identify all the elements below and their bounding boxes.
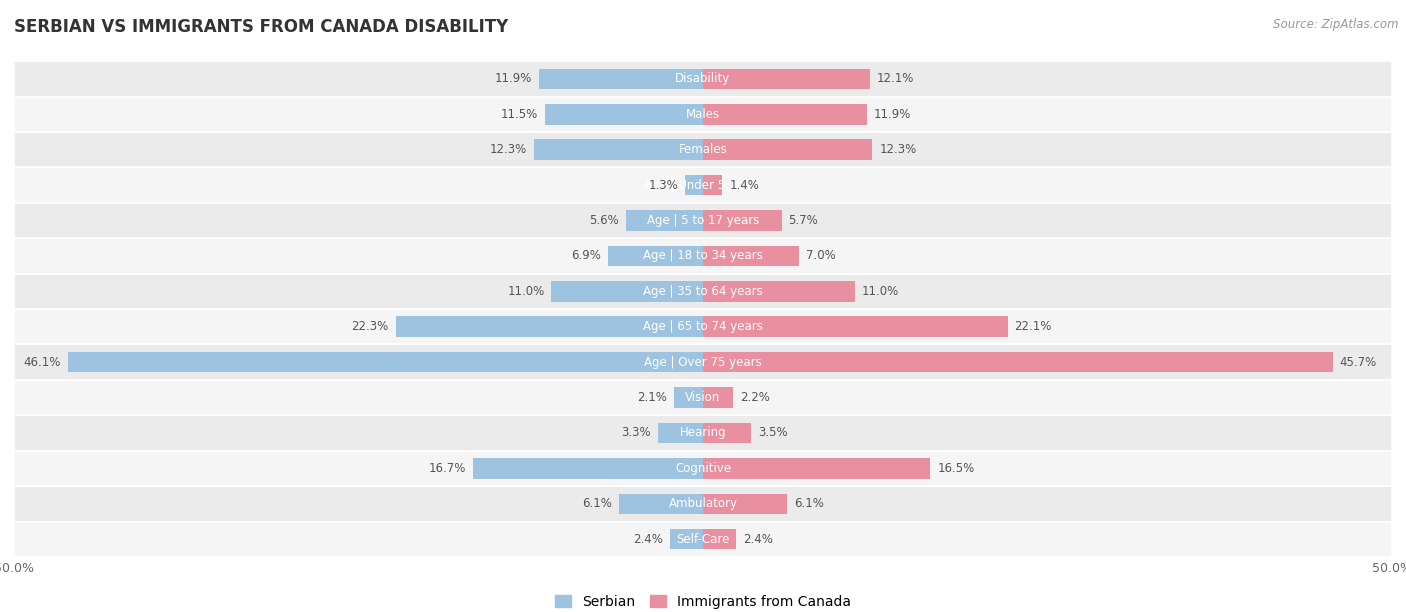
Text: 46.1%: 46.1%	[24, 356, 60, 368]
Bar	[703, 281, 855, 302]
Text: 12.3%: 12.3%	[489, 143, 527, 156]
Bar	[703, 211, 782, 231]
Bar	[703, 69, 870, 89]
Bar	[673, 387, 703, 408]
Text: 16.5%: 16.5%	[938, 462, 974, 475]
Bar	[703, 493, 787, 514]
Bar	[626, 211, 703, 231]
Text: Age | 5 to 17 years: Age | 5 to 17 years	[647, 214, 759, 227]
Text: 11.0%: 11.0%	[862, 285, 898, 298]
Text: 5.7%: 5.7%	[789, 214, 818, 227]
Text: Hearing: Hearing	[679, 427, 727, 439]
Text: 1.3%: 1.3%	[648, 179, 678, 192]
Bar	[538, 69, 703, 89]
Text: SERBIAN VS IMMIGRANTS FROM CANADA DISABILITY: SERBIAN VS IMMIGRANTS FROM CANADA DISABI…	[14, 18, 509, 36]
Text: 11.9%: 11.9%	[875, 108, 911, 121]
Text: 6.9%: 6.9%	[571, 250, 600, 263]
Bar	[14, 274, 1392, 309]
Text: 6.1%: 6.1%	[794, 498, 824, 510]
Bar	[14, 309, 1392, 345]
Bar	[14, 380, 1392, 416]
Bar	[703, 458, 931, 479]
Bar	[703, 104, 868, 125]
Legend: Serbian, Immigrants from Canada: Serbian, Immigrants from Canada	[550, 589, 856, 612]
Text: Age | 35 to 64 years: Age | 35 to 64 years	[643, 285, 763, 298]
Text: 12.1%: 12.1%	[876, 72, 914, 86]
Bar	[685, 175, 703, 195]
Text: Ambulatory: Ambulatory	[668, 498, 738, 510]
Bar	[14, 203, 1392, 238]
Text: Age | 65 to 74 years: Age | 65 to 74 years	[643, 320, 763, 334]
Bar	[703, 175, 723, 195]
Bar	[472, 458, 703, 479]
Text: Age | 18 to 34 years: Age | 18 to 34 years	[643, 250, 763, 263]
Bar	[619, 493, 703, 514]
Bar	[14, 97, 1392, 132]
Bar	[14, 345, 1392, 380]
Bar	[14, 521, 1392, 557]
Bar	[703, 423, 751, 443]
Bar	[607, 245, 703, 266]
Text: Vision: Vision	[685, 391, 721, 404]
Text: 16.7%: 16.7%	[429, 462, 465, 475]
Text: Males: Males	[686, 108, 720, 121]
Text: 11.9%: 11.9%	[495, 72, 531, 86]
Text: Age | Over 75 years: Age | Over 75 years	[644, 356, 762, 368]
Bar	[395, 316, 703, 337]
Text: Age | Under 5 years: Age | Under 5 years	[644, 179, 762, 192]
Bar	[14, 450, 1392, 486]
Bar	[14, 61, 1392, 97]
Text: 2.2%: 2.2%	[740, 391, 770, 404]
Bar	[551, 281, 703, 302]
Text: 22.3%: 22.3%	[352, 320, 389, 334]
Bar	[14, 238, 1392, 274]
Text: 22.1%: 22.1%	[1014, 320, 1052, 334]
Text: Self-Care: Self-Care	[676, 532, 730, 546]
Bar	[544, 104, 703, 125]
Text: 7.0%: 7.0%	[807, 250, 837, 263]
Text: Females: Females	[679, 143, 727, 156]
Text: Cognitive: Cognitive	[675, 462, 731, 475]
Text: 6.1%: 6.1%	[582, 498, 612, 510]
Bar	[703, 352, 1333, 373]
Text: Disability: Disability	[675, 72, 731, 86]
Text: 5.6%: 5.6%	[589, 214, 619, 227]
Bar	[14, 416, 1392, 450]
Bar	[14, 132, 1392, 168]
Text: Source: ZipAtlas.com: Source: ZipAtlas.com	[1274, 18, 1399, 31]
Text: 11.0%: 11.0%	[508, 285, 544, 298]
Text: 1.4%: 1.4%	[730, 179, 759, 192]
Text: 2.4%: 2.4%	[633, 532, 664, 546]
Text: 3.5%: 3.5%	[758, 427, 787, 439]
Text: 2.4%: 2.4%	[742, 532, 773, 546]
Bar	[67, 352, 703, 373]
Bar	[14, 486, 1392, 521]
Bar	[703, 316, 1008, 337]
Text: 2.1%: 2.1%	[637, 391, 668, 404]
Text: 11.5%: 11.5%	[501, 108, 537, 121]
Bar	[703, 529, 737, 550]
Text: 45.7%: 45.7%	[1340, 356, 1376, 368]
Bar	[703, 387, 734, 408]
Bar	[14, 168, 1392, 203]
Bar	[533, 140, 703, 160]
Bar	[658, 423, 703, 443]
Bar	[703, 140, 873, 160]
Bar	[669, 529, 703, 550]
Text: 12.3%: 12.3%	[879, 143, 917, 156]
Bar	[703, 245, 800, 266]
Text: 3.3%: 3.3%	[621, 427, 651, 439]
